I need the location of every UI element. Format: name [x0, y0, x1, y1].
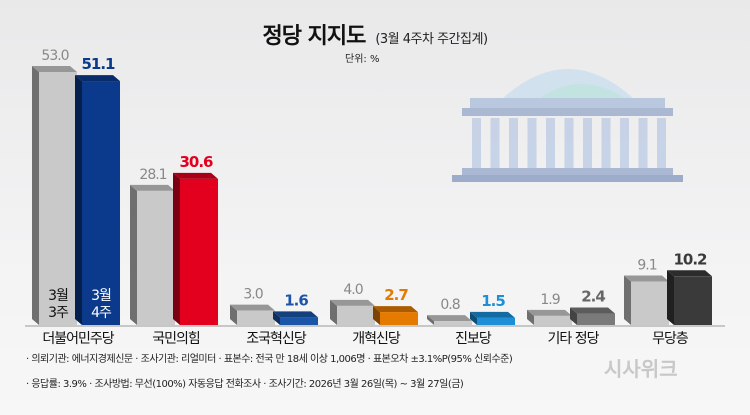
bar-top [273, 311, 318, 318]
data-label: 3.0 [243, 287, 262, 303]
data-label: 0.8 [440, 297, 459, 313]
capitol-icon [452, 69, 683, 182]
capitol-column [527, 118, 537, 168]
data-label: 51.1 [81, 55, 115, 73]
data-label: 2.7 [384, 286, 408, 304]
capitol-column [657, 118, 666, 168]
series-label: 3주 [48, 305, 69, 321]
capitol-column [509, 118, 518, 168]
bar [477, 317, 515, 325]
data-label: 53.0 [41, 48, 68, 64]
data-label: 28.1 [139, 167, 166, 183]
bar-top [470, 311, 515, 318]
series-label: 3월 [48, 288, 68, 304]
capitol-column [490, 118, 500, 168]
unit-label: 단위: % [345, 54, 380, 65]
bar-side [570, 307, 577, 325]
bar-side [667, 270, 674, 325]
bar [237, 310, 275, 325]
chart-title: 정당 지지도 [262, 24, 366, 49]
category-label: 무당층 [652, 331, 689, 347]
bar-side [173, 172, 180, 325]
footer-line-2: · 응답률: 3.9% · 조사방법: 무선(100%) 자동응답 전화조사 ·… [26, 379, 464, 390]
bar-top [130, 184, 175, 191]
bar [337, 305, 375, 325]
bar-side [32, 66, 39, 325]
series-label: 3월 [91, 288, 111, 304]
bar-side [273, 311, 280, 325]
category-label: 조국혁신당 [246, 331, 307, 347]
publisher-logo: 시사위크 [604, 357, 678, 381]
bar-side [75, 75, 82, 325]
bar-top [373, 306, 418, 313]
data-label: 1.6 [284, 291, 308, 309]
bar-top [667, 270, 712, 277]
data-label: 4.0 [343, 282, 362, 298]
bar [434, 321, 472, 325]
bar [180, 178, 218, 325]
bar-top [173, 172, 218, 179]
bar-top [330, 299, 375, 306]
bar-top [624, 275, 669, 282]
bar [82, 81, 120, 325]
bar-side [427, 315, 434, 325]
category-label: 국민의힘 [152, 331, 200, 347]
bar [137, 190, 175, 325]
bar-side [527, 309, 534, 325]
capitol-column [546, 118, 555, 168]
chart-title-block: 정당 지지도 (3월 4주차 주간집계) [0, 18, 750, 50]
category-label: 개혁신당 [352, 331, 401, 347]
category-label: 기타 정당 [548, 331, 600, 347]
bar-top [75, 75, 120, 82]
bar-side [130, 184, 137, 325]
bar [380, 312, 418, 325]
bar-side [373, 306, 380, 325]
capitol-column [638, 118, 648, 168]
category-label: 진보당 [455, 331, 492, 347]
bar [280, 317, 318, 325]
bar [577, 313, 615, 325]
bar-top [570, 307, 615, 314]
capitol-column [564, 118, 574, 168]
chart-subtitle: (3월 4주차 주간집계) [375, 32, 488, 47]
bar-top [427, 315, 472, 322]
data-label: 1.9 [540, 292, 559, 308]
bar-top [230, 304, 275, 311]
capitol-column [472, 118, 481, 168]
bar [631, 281, 669, 325]
data-label: 9.1 [637, 258, 656, 274]
category-label: 더불어민주당 [42, 331, 114, 347]
capitol-column [620, 118, 629, 168]
capitol-column [583, 118, 592, 168]
bar-side [624, 275, 631, 325]
bar-top [32, 66, 77, 72]
bar [534, 315, 572, 325]
footer-line-1: · 의뢰기관: 에너지경제신문 · 조사기관: 리얼미터 · 표본수: 전국 만… [26, 354, 513, 365]
data-label: 2.4 [581, 288, 605, 306]
capitol-column [601, 118, 611, 168]
bar [39, 72, 77, 325]
bar-top [527, 309, 572, 316]
data-label: 30.6 [179, 153, 213, 171]
bar-side [230, 304, 237, 325]
bar-side [330, 299, 337, 325]
bar [674, 276, 712, 325]
bar-side [470, 311, 477, 325]
data-label: 1.5 [481, 292, 505, 310]
data-label: 10.2 [673, 250, 707, 268]
series-label: 4주 [91, 305, 112, 321]
